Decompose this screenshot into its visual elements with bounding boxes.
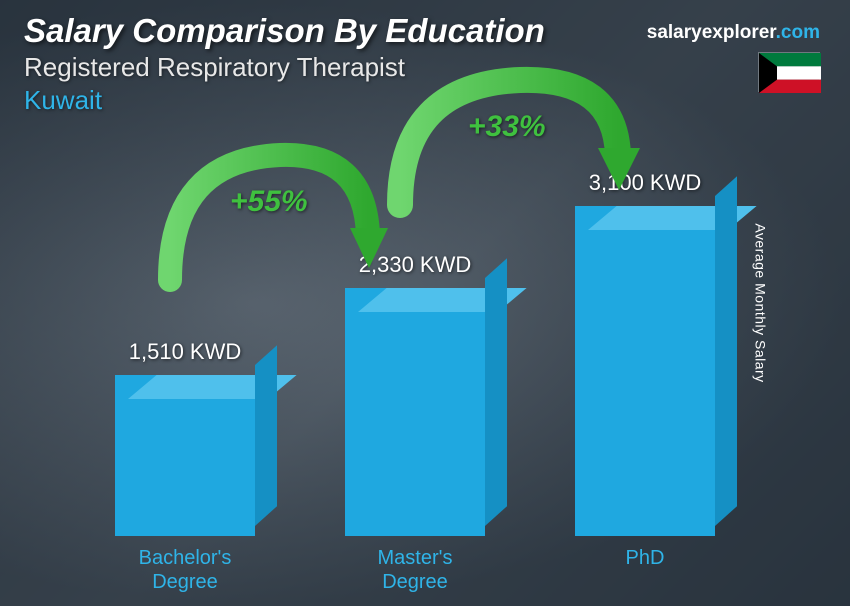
chart-subtitle: Registered Respiratory Therapist (24, 52, 826, 83)
brand-logo: salaryexplorer.com (647, 22, 820, 44)
bar-value-label: 1,510 KWD (129, 339, 242, 365)
bar-3d (345, 288, 485, 536)
x-axis-label: Master'sDegree (325, 546, 505, 594)
bar-3d (115, 375, 255, 536)
country-flag-icon (758, 52, 820, 92)
brand-part2: .com (776, 22, 820, 43)
percent-increase-2: +33% (468, 110, 546, 144)
bar-group: 1,510 KWD (95, 339, 275, 536)
x-axis-label: PhD (555, 546, 735, 594)
chart-area: 1,510 KWD 2,330 KWD 3,100 KWD (70, 150, 760, 536)
bar-group: 3,100 KWD (555, 170, 735, 536)
bar-value-label: 3,100 KWD (589, 170, 702, 196)
chart-country: Kuwait (24, 85, 826, 116)
bar-value-label: 2,330 KWD (359, 252, 472, 278)
x-axis-label: Bachelor'sDegree (95, 546, 275, 594)
bar-group: 2,330 KWD (325, 252, 505, 536)
brand-part1: salaryexplorer (647, 22, 776, 43)
percent-increase-1: +55% (230, 185, 308, 219)
bars-container: 1,510 KWD 2,330 KWD 3,100 KWD (70, 150, 760, 536)
bar-3d (575, 206, 715, 536)
x-axis-labels: Bachelor'sDegree Master'sDegree PhD (70, 546, 760, 594)
